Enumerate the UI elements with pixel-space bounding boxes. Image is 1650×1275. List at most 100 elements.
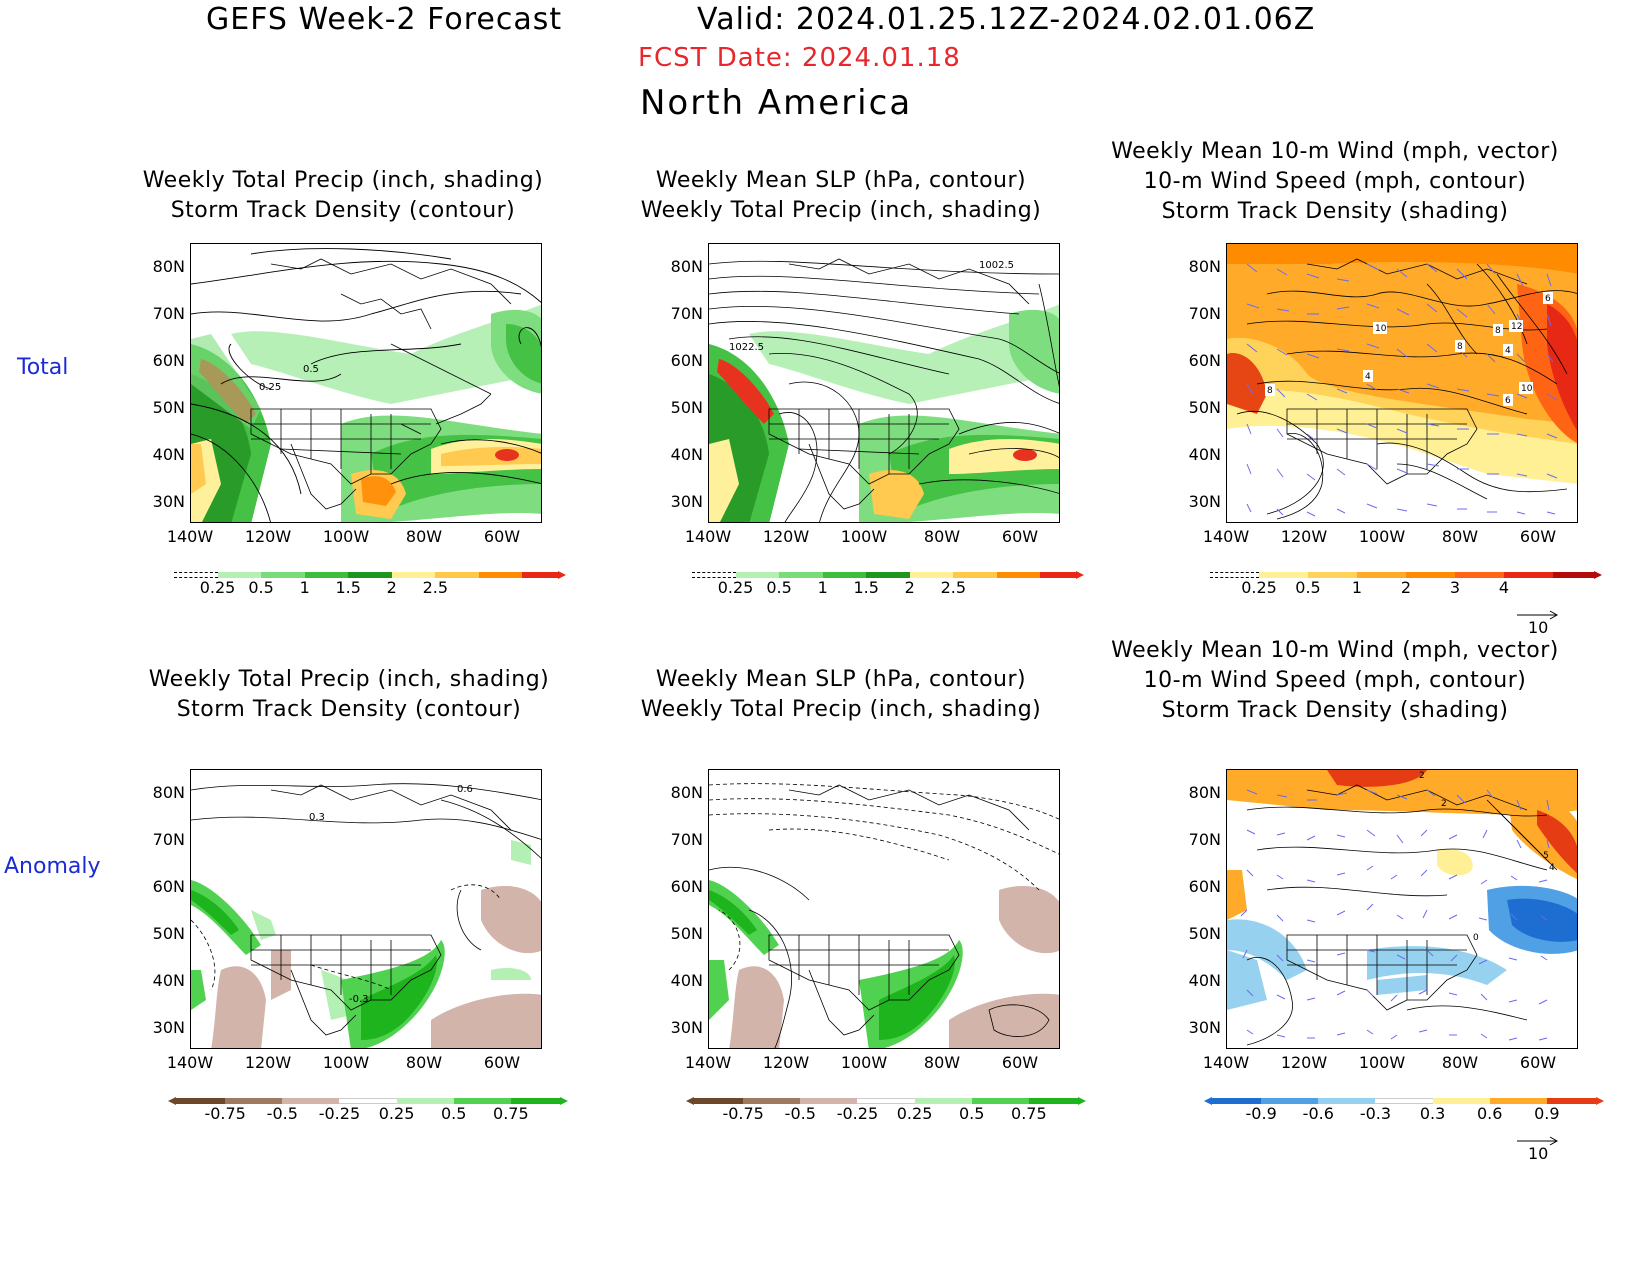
colorbar-segment [1432,1098,1490,1104]
lat-tick-label: 50N [1188,924,1221,943]
panel-title-total-slp: Weekly Mean SLP (hPa, contour) Weekly To… [606,166,1076,226]
colorbar-segment [866,572,910,578]
contour-label: 8 [1495,326,1501,336]
row-label-anomaly: Anomaly [4,854,101,879]
lat-tick-label: 60N [1188,351,1221,370]
colorbar-tick-label: -0.75 [722,1104,764,1123]
colorbar-segment [743,1098,801,1104]
colorbar-tick-label: -0.5 [784,1104,816,1123]
contour-labels: 1022.5 1002.5 [729,260,1014,353]
colorbar-high-cap [1595,1097,1604,1105]
map-total-wind: 10 8 4 12 8 4 6 10 6 8 [1226,243,1578,523]
lat-tick-label: 40N [152,445,185,464]
colorbar-segment [1028,1098,1078,1104]
lon-tick-label: 140W [1202,527,1250,546]
colorbar-segment [971,1098,1029,1104]
row-label-total: Total [17,355,69,380]
contour-labels: 0.6 0.3 -0.3 [309,784,473,1005]
panel-title-anom-precip: Weekly Total Precip (inch, shading) Stor… [114,665,584,725]
lon-tick-label: 120W [244,1053,292,1072]
lon-tick-label: 140W [166,527,214,546]
lat-tick-label: 30N [152,492,185,511]
colorbar-tick-label: -0.5 [266,1104,298,1123]
colorbar-segment [339,1098,397,1104]
colorbar-segment [1375,1098,1433,1104]
map-total-wind-graphic: 10 8 4 12 8 4 6 10 6 8 [1227,244,1577,522]
map-total-precip-graphic: 0.5 0.25 [191,248,541,522]
lon-tick-label: 120W [1280,1053,1328,1072]
panel-title-total-precip: Weekly Total Precip (inch, shading) Stor… [108,166,578,226]
colorbar-tick-label: -0.25 [318,1104,361,1123]
colorbar-segment [1318,1098,1376,1104]
lon-tick-label: 100W [322,527,370,546]
colorbar-tick-label: 0.9 [1534,1104,1560,1123]
colorbar-segment [735,572,780,578]
colorbar-tick-label: 2.5 [422,578,449,597]
colorbar-precip-total [174,571,566,579]
colorbar-segment [694,1098,744,1104]
lon-tick-label: 80W [1441,1053,1479,1072]
colorbar-segment [1406,572,1455,578]
contour-label: 0.5 [303,364,319,375]
contour-label: 0.6 [457,784,473,795]
panel-title-anom-wind: Weekly Mean 10-m Wind (mph, vector) 10-m… [1100,636,1570,726]
colorbar-segment [304,572,349,578]
lon-tick-label: 100W [840,527,888,546]
colorbar-precip-anom [686,1097,1086,1105]
colorbar-tick-label: 0.25 [1241,578,1277,597]
vector-reference-top: 10 [1516,606,1560,637]
colorbar-high-cap [1594,571,1602,579]
lat-tick-label: 50N [670,924,703,943]
colorbar-tick-label: 1 [299,578,310,597]
lon-tick-label: 80W [923,527,961,546]
vector-reference-arrow-icon [1517,610,1559,620]
colorbar-segment [217,572,262,578]
valid-period: Valid: 2024.01.25.12Z-2024.02.01.06Z [697,2,1316,37]
title-line-2: Storm Track Density (contour) [176,697,522,722]
lat-tick-label: 70N [152,304,185,323]
colorbar-tick-label: 0.25 [896,1104,933,1123]
colorbar-segment [282,1098,340,1104]
colorbar-high-cap [557,571,566,579]
lon-tick-label: 100W [840,1053,888,1072]
colorbar-tick-label: 1.5 [335,578,361,597]
vector-reference-label: 10 [1528,1144,1549,1163]
lon-tick-label: 100W [1358,527,1406,546]
title-line-2: Storm Track Density (contour) [170,198,516,223]
colorbar-tick-label: 0.25 [717,578,754,597]
lon-tick-label: 60W [1001,527,1039,546]
colorbar-segment [1455,572,1504,578]
contour-label: 0.25 [259,382,281,393]
contour-label: 2 [1441,799,1447,809]
vector-reference-bottom: 10 [1516,1132,1560,1163]
colorbar-segment [779,572,823,578]
lon-tick-label: 100W [1358,1053,1406,1072]
colorbar-tick-label: 1 [817,578,828,597]
colorbar-tick-label: 0.6 [1476,1104,1503,1123]
lat-tick-label: 50N [670,398,703,417]
lat-tick-label: 60N [1188,877,1221,896]
lon-tick-label: 80W [405,527,443,546]
lon-tick-label: 80W [405,1053,443,1072]
lon-tick-label: 60W [1001,1053,1039,1072]
lon-tick-label: 80W [923,1053,961,1072]
colorbar-tick-label: 4 [1498,578,1510,597]
lat-tick-label: 80N [1188,257,1221,276]
colorbar-segment [822,572,867,578]
lat-tick-label: 40N [1188,971,1221,990]
colorbar-segment [1504,572,1553,578]
colorbar-precip-total [692,571,1084,579]
lat-tick-label: 70N [670,304,703,323]
map-anomaly-wind: 2 2 5 4 0 [1226,769,1578,1049]
contour-label: 8 [1267,386,1273,396]
colorbar-tick-label: 0.75 [1011,1104,1047,1123]
contour-labels: 0.5 0.25 [259,364,319,393]
colorbar-segment [1489,1098,1547,1104]
title-line-2: 10-m Wind Speed (mph, contour) [1143,668,1527,693]
lon-tick-label: 60W [483,1053,521,1072]
title-line-1: Weekly Mean 10-m Wind (mph, vector) [1111,638,1559,663]
colorbar-tick-label: 2 [1400,578,1412,597]
colorbar-segment [909,572,954,578]
colorbar-segment [1357,572,1406,578]
lat-tick-label: 80N [670,783,703,802]
